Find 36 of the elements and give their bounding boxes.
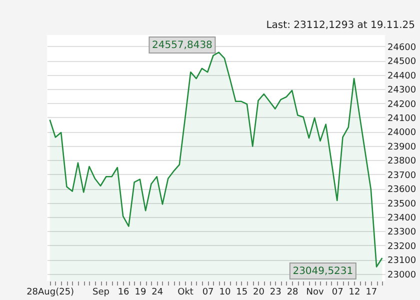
- x-tick-label: 16: [118, 288, 130, 298]
- y-tick-label: 24600: [388, 42, 416, 53]
- y-tick-label: 23200: [388, 242, 416, 252]
- x-tick-label: 07: [332, 288, 344, 298]
- y-tick-label: 23800: [388, 156, 416, 167]
- x-tick-label: 15: [236, 288, 248, 298]
- annotation: 23049,5231: [292, 266, 354, 277]
- annotation: 24557,8438: [152, 40, 212, 51]
- x-tick-label: 12: [348, 288, 360, 298]
- x-tick-label: 23: [270, 288, 282, 298]
- y-tick-label: 24100: [388, 114, 416, 124]
- x-tick-label: 17: [366, 288, 378, 298]
- x-tick-label: 28: [286, 288, 299, 298]
- text: Last: 23112,1293 at 19.11.25: [266, 20, 415, 31]
- x-tick-label: 07: [202, 288, 214, 298]
- x-tick-label: 24: [152, 288, 164, 298]
- y-tick-label: 23500: [388, 199, 416, 210]
- y-tick-label: 24500: [388, 57, 416, 68]
- y-tick-label: 24400: [388, 71, 416, 82]
- x-tick-label: Okt: [178, 288, 194, 298]
- x-tick-label: Sep: [92, 288, 110, 298]
- x-tick-label: 10: [219, 288, 231, 298]
- x-tick-label: 20: [253, 288, 265, 298]
- y-tick-label: 24300: [388, 86, 416, 96]
- x-tick-label: Nov: [306, 288, 325, 298]
- y-tick-label: 24200: [388, 100, 416, 110]
- y-tick-label: 24000: [388, 128, 416, 138]
- y-tick-label: 23000: [388, 270, 416, 280]
- y-tick-label: 23600: [388, 185, 416, 196]
- y-tick-label: 23400: [388, 214, 416, 224]
- x-tick-label: 19: [134, 288, 146, 298]
- y-tick-label: 23300: [388, 228, 416, 238]
- y-tick-label: 23700: [388, 170, 416, 181]
- y-tick-label: 23900: [388, 142, 416, 152]
- x-tick-label: 28Aug(25): [26, 288, 74, 298]
- y-tick-label: 23100: [388, 256, 416, 266]
